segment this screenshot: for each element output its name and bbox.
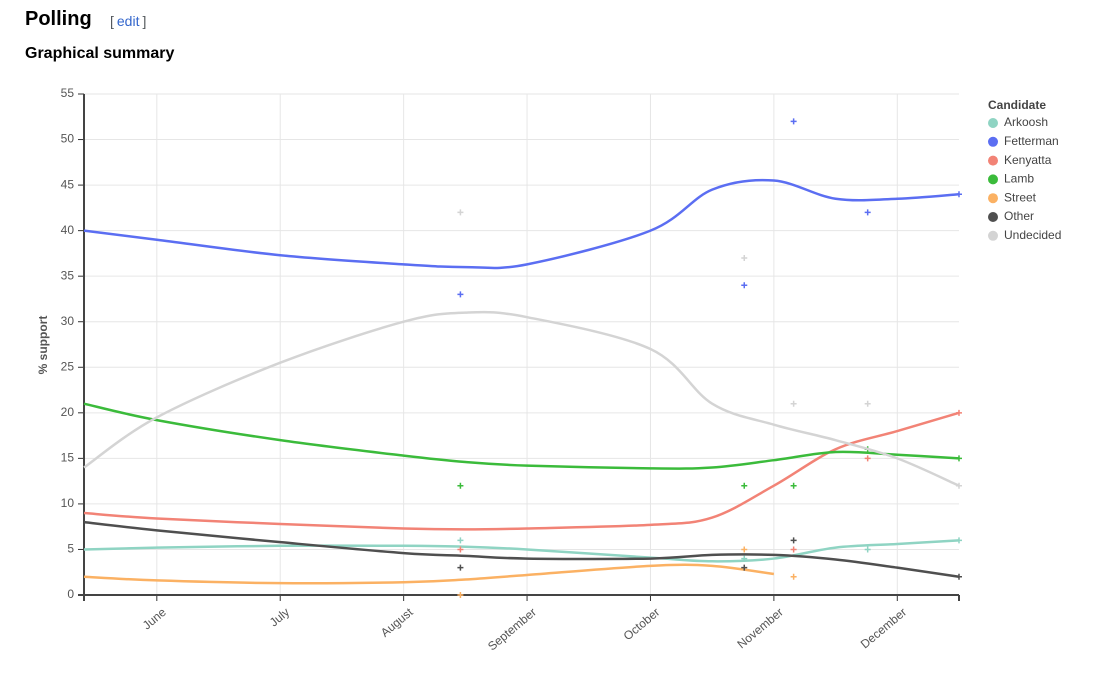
trend-line xyxy=(83,520,960,579)
y-tick-label: 50 xyxy=(61,132,75,146)
edit-link[interactable]: edit xyxy=(116,13,140,29)
legend-swatch xyxy=(988,174,998,185)
x-tick-label: July xyxy=(267,605,292,629)
bracket: [ xyxy=(110,13,114,29)
x-tick-label: August xyxy=(378,605,416,640)
poll-point xyxy=(741,282,748,289)
section-title: Polling xyxy=(25,8,92,30)
trend-line xyxy=(83,563,775,585)
trend-line xyxy=(83,310,960,487)
trend-line xyxy=(83,539,960,563)
y-tick-label: 40 xyxy=(61,223,75,237)
y-tick-label: 35 xyxy=(61,268,75,282)
poll-point xyxy=(741,555,748,562)
poll-point xyxy=(457,592,464,598)
y-axis-label: % support xyxy=(36,316,50,375)
poll-point xyxy=(956,573,962,580)
legend-label: Arkoosh xyxy=(1004,115,1048,129)
poll-point xyxy=(457,546,464,553)
poll-point xyxy=(741,564,748,571)
poll-point xyxy=(741,254,748,261)
poll-point xyxy=(864,209,871,216)
y-tick-label: 45 xyxy=(61,177,75,191)
legend-swatch xyxy=(988,212,998,222)
edit-link-group: [edit] xyxy=(110,13,146,29)
legend-label: Lamb xyxy=(1004,172,1034,186)
legend-label: Kenyatta xyxy=(1004,153,1052,167)
y-tick-label: 0 xyxy=(67,587,74,601)
poll-point xyxy=(864,546,871,553)
poll-point xyxy=(956,482,962,489)
legend-swatch xyxy=(988,193,998,204)
poll-point xyxy=(956,191,962,198)
x-tick-label: September xyxy=(485,605,539,653)
legend-label: Undecided xyxy=(1004,228,1061,242)
legend-swatch xyxy=(988,118,998,128)
poll-point xyxy=(790,400,797,407)
poll-point xyxy=(790,118,797,125)
y-tick-label: 55 xyxy=(61,86,75,100)
legend-swatch xyxy=(988,155,998,166)
trend-line xyxy=(83,178,960,270)
poll-point xyxy=(741,482,748,489)
legend-swatch xyxy=(988,230,998,241)
poll-point xyxy=(956,455,962,462)
poll-point xyxy=(790,537,797,544)
poll-point xyxy=(864,455,871,462)
trend-line xyxy=(83,402,960,470)
poll-point xyxy=(790,482,797,489)
legend-label: Street xyxy=(1004,190,1037,204)
poll-point xyxy=(457,291,464,298)
poll-point xyxy=(457,482,464,489)
y-tick-label: 30 xyxy=(61,314,75,328)
legend-label: Other xyxy=(1004,209,1034,223)
poll-point xyxy=(457,209,464,216)
legend-title: Candidate xyxy=(988,98,1046,112)
legend-label: Fetterman xyxy=(1004,134,1059,148)
y-tick-label: 15 xyxy=(61,451,75,465)
y-tick-label: 10 xyxy=(61,496,75,510)
poll-point xyxy=(956,409,962,416)
poll-point xyxy=(956,537,962,544)
x-tick-label: December xyxy=(858,605,909,651)
trend-line xyxy=(83,411,960,531)
x-tick-label: November xyxy=(734,605,785,651)
x-tick-label: October xyxy=(621,605,663,643)
poll-point xyxy=(741,546,748,553)
y-tick-label: 20 xyxy=(61,405,75,419)
y-tick-label: 5 xyxy=(67,542,74,556)
poll-point xyxy=(457,537,464,544)
x-tick-label: June xyxy=(140,605,169,633)
subsection-title: Graphical summary xyxy=(25,45,175,62)
poll-point xyxy=(790,573,797,580)
bracket: ] xyxy=(142,13,147,29)
y-tick-label: 25 xyxy=(61,359,75,373)
legend-swatch xyxy=(988,136,998,147)
poll-point xyxy=(864,400,871,407)
poll-point xyxy=(790,546,797,553)
poll-point xyxy=(457,564,464,571)
